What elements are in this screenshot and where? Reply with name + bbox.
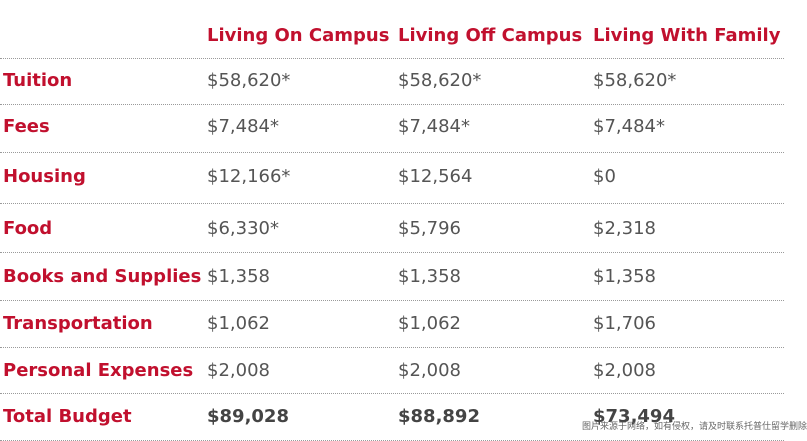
cell-value: $12,564 (398, 166, 473, 187)
cell-value: $1,062 (398, 313, 461, 334)
table-row-tuition: Tuition $58,620* $58,620* $58,620* (0, 59, 784, 105)
row-label: Food (3, 218, 53, 239)
cell-value: $1,062 (207, 313, 270, 334)
table-row-transportation: Transportation $1,062 $1,062 $1,706 (0, 301, 784, 348)
row-label: Tuition (3, 70, 73, 91)
cell-value: $58,620* (593, 70, 677, 91)
cell-value: $2,008 (207, 360, 270, 381)
cell-value: $7,484* (207, 116, 279, 137)
cell-value: $2,008 (593, 360, 656, 381)
column-header-on-campus: Living On Campus (207, 25, 390, 46)
cell-value: $12,166* (207, 166, 291, 187)
row-label: Housing (3, 166, 86, 187)
cost-table: Living On Campus Living Off Campus Livin… (0, 0, 784, 441)
cell-value: $5,796 (398, 218, 461, 239)
table-row-books-and-supplies: Books and Supplies $1,358 $1,358 $1,358 (0, 253, 784, 301)
row-label: Books and Supplies (3, 266, 202, 287)
cell-value: $1,358 (593, 266, 656, 287)
cell-value: $7,484* (593, 116, 665, 137)
table-row-personal-expenses: Personal Expenses $2,008 $2,008 $2,008 (0, 348, 784, 394)
cell-value: $6,330* (207, 218, 279, 239)
cell-value: $58,620* (398, 70, 482, 91)
cell-value: $1,358 (398, 266, 461, 287)
cell-value: $1,358 (207, 266, 270, 287)
cell-value: $2,318 (593, 218, 656, 239)
row-label: Fees (3, 116, 50, 137)
table-row-food: Food $6,330* $5,796 $2,318 (0, 204, 784, 253)
row-label: Total Budget (3, 406, 132, 427)
table-row-fees: Fees $7,484* $7,484* $7,484* (0, 105, 784, 153)
column-header-with-family: Living With Family (593, 25, 781, 46)
cell-value: $1,706 (593, 313, 656, 334)
watermark-text: 图片来源于网络，如有侵权，请及时联系托普仕留学删除 (581, 422, 807, 432)
table-row-total-budget: Total Budget $89,028 $88,892 $73,494 (0, 394, 784, 441)
cell-value: $7,484* (398, 116, 470, 137)
cell-value: $58,620* (207, 70, 291, 91)
row-label: Transportation (3, 313, 153, 334)
column-header-off-campus: Living Off Campus (398, 25, 583, 46)
row-label: Personal Expenses (3, 360, 194, 381)
cell-value: $2,008 (398, 360, 461, 381)
table-row-housing: Housing $12,166* $12,564 $0 (0, 153, 784, 204)
cell-value: $0 (593, 166, 616, 187)
total-value: $88,892 (398, 406, 480, 427)
table-header: Living On Campus Living Off Campus Livin… (0, 0, 784, 59)
total-value: $89,028 (207, 406, 289, 427)
total-value: $73,494 (593, 406, 675, 427)
